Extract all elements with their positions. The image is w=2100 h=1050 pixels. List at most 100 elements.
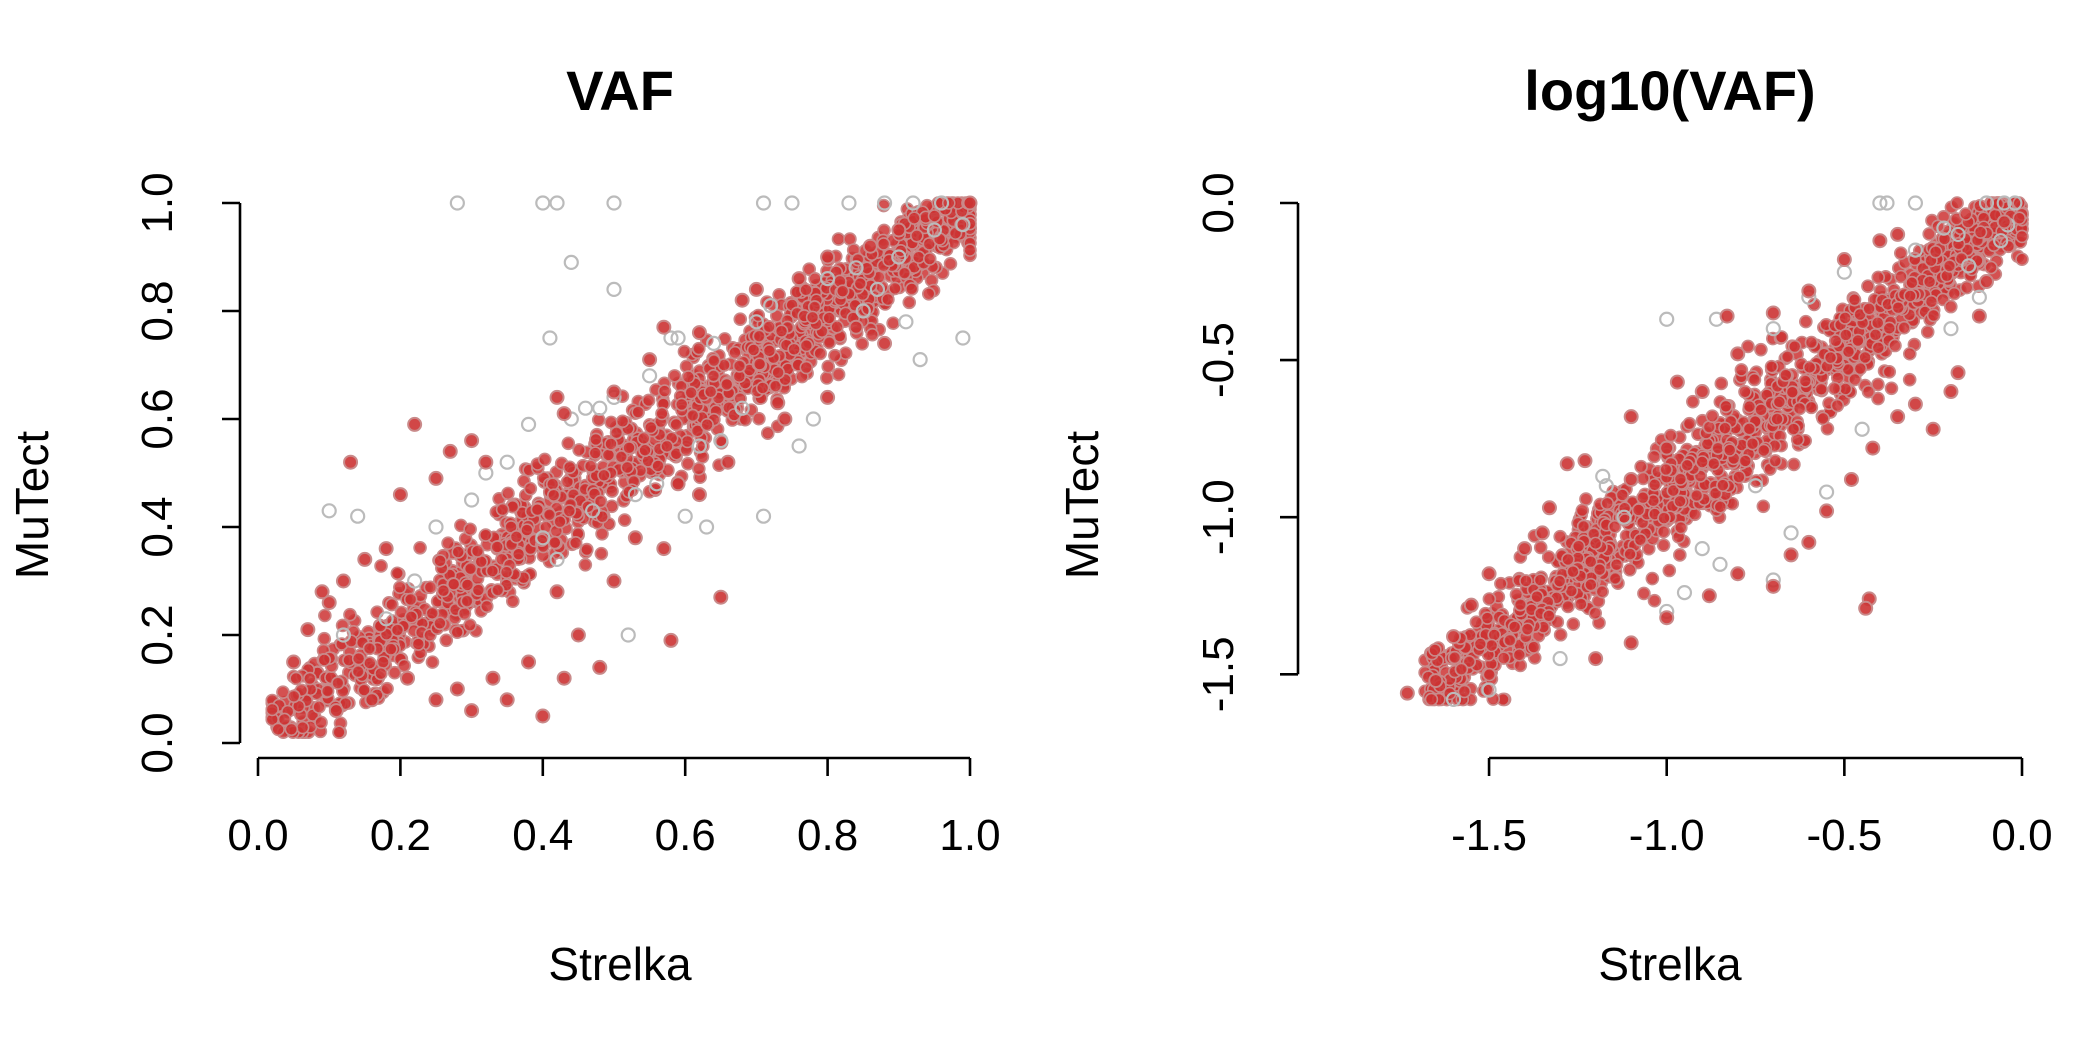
scatter-point-grey xyxy=(1961,258,1977,274)
band-point-red xyxy=(732,359,747,373)
scatter-point-grey xyxy=(734,400,750,416)
band-point-red xyxy=(644,420,658,435)
band-point-red xyxy=(617,513,632,527)
band-point-red xyxy=(927,209,942,223)
scatter-point-grey xyxy=(869,281,886,297)
scatter-point-grey xyxy=(933,195,950,211)
band-point-red xyxy=(835,284,850,298)
density-band xyxy=(265,196,977,740)
scatter-point-red xyxy=(1659,440,1675,456)
band-point-red xyxy=(317,631,332,646)
scatter-point-red xyxy=(606,573,622,589)
band-point-red xyxy=(589,432,603,447)
band-point-red xyxy=(479,599,494,614)
scatter-point-red xyxy=(478,454,494,470)
band-point-red xyxy=(922,252,937,266)
band-point-red xyxy=(1600,496,1615,511)
scatter-point-red xyxy=(499,692,515,708)
scatter-point-grey xyxy=(1943,321,1959,337)
band-point-red xyxy=(520,523,534,537)
scatter-point-red xyxy=(642,352,658,368)
scatter-point-grey xyxy=(1936,220,1952,236)
scatter-point-red xyxy=(627,530,643,546)
band-point-red xyxy=(684,385,698,400)
band-point-red xyxy=(318,608,332,623)
band-point-red xyxy=(680,434,695,449)
scatter-point-red xyxy=(791,271,807,287)
band-point-red xyxy=(1454,662,1469,677)
band-point-red xyxy=(457,606,472,621)
band-point-red xyxy=(1823,350,1838,365)
band-point-red xyxy=(1680,458,1694,473)
band-point-red xyxy=(733,312,748,326)
scatter-point-red xyxy=(556,670,572,686)
scatter-point-red xyxy=(670,476,686,492)
scatter-point-grey xyxy=(1481,682,1497,698)
scatter-point-grey xyxy=(2007,195,2023,211)
band-point-red xyxy=(1469,615,1484,629)
y-tick-label: 1.0 xyxy=(133,172,182,233)
scatter-point-grey xyxy=(1854,421,1870,437)
scatter-point-red xyxy=(314,584,330,600)
scatter-point-red xyxy=(1730,566,1746,582)
scatter-point-red xyxy=(556,406,572,422)
x-tick-label: -0.5 xyxy=(1806,811,1882,860)
band-point-red xyxy=(1871,391,1885,406)
scatter-point-grey xyxy=(1694,541,1710,557)
scatter-point-red xyxy=(1446,629,1462,645)
band-point-red xyxy=(1802,360,1817,375)
scatter-point-red xyxy=(663,632,679,648)
scatter-point-red xyxy=(1801,283,1817,299)
scatter-point-red xyxy=(300,622,316,638)
band-point-red xyxy=(287,689,301,704)
band-point-red xyxy=(655,406,669,421)
band-point-red xyxy=(385,597,399,612)
scatter-point-red xyxy=(1890,226,1906,242)
scatter-point-grey xyxy=(606,195,622,211)
band-point-red xyxy=(614,450,629,464)
band-point-red xyxy=(506,594,520,609)
band-point-red xyxy=(1561,599,1575,614)
band-point-red xyxy=(631,405,645,419)
band-point-red xyxy=(1738,384,1752,399)
y-tick-label: -1.5 xyxy=(1194,636,1243,712)
band-point-red xyxy=(1871,270,1886,285)
band-point-red xyxy=(317,653,332,667)
band-point-red xyxy=(943,257,958,271)
band-point-red xyxy=(907,211,921,225)
band-point-red xyxy=(1659,462,1673,477)
scatter-point-grey xyxy=(876,195,893,211)
y-tick-label: 0.4 xyxy=(133,496,182,557)
band-point-red xyxy=(1868,328,1883,342)
scatter-point-grey xyxy=(763,298,779,314)
band-point-red xyxy=(463,618,477,632)
scatter-point-grey xyxy=(819,271,836,287)
band-point-red xyxy=(1588,536,1603,551)
band-point-red xyxy=(436,583,451,598)
band-point-red xyxy=(1687,507,1702,522)
band-point-red xyxy=(1574,597,1588,611)
band-point-red xyxy=(1804,335,1819,350)
band-point-red xyxy=(1742,422,1757,436)
band-point-red xyxy=(1713,499,1728,514)
scatter-point-red xyxy=(848,319,864,335)
band-point-red xyxy=(568,535,583,550)
band-point-red xyxy=(387,665,402,680)
band-point-red xyxy=(1838,311,1852,325)
scatter-point-red xyxy=(357,551,373,567)
band-point-red xyxy=(821,359,836,374)
scatter-point-grey xyxy=(549,551,565,568)
band-point-red xyxy=(501,486,515,501)
panel-vaf: VAF Strelka MuTect 0.0 0.2 0.4 0.6 0.8 1.00.0… xyxy=(6,59,1001,990)
band-point-red xyxy=(1686,394,1700,409)
band-point-red xyxy=(1689,488,1704,503)
band-point-red xyxy=(622,441,636,455)
scatter-point-red xyxy=(1907,396,1923,412)
scatter-point-grey xyxy=(663,330,679,346)
band-point-red xyxy=(1848,372,1862,387)
band-point-red xyxy=(1894,269,1908,284)
band-point-red xyxy=(1862,301,1876,316)
band-point-red xyxy=(681,456,695,471)
band-point-red xyxy=(1482,667,1497,682)
scatter-point-red xyxy=(1783,547,1799,563)
